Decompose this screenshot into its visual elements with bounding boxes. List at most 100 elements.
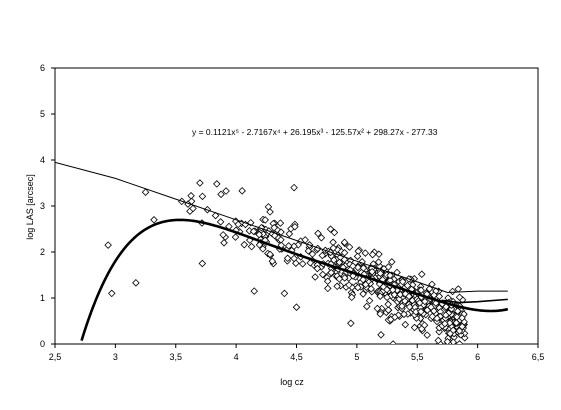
scatter-point bbox=[335, 275, 344, 283]
scatter-point bbox=[340, 274, 349, 282]
scatter-point bbox=[400, 310, 408, 319]
scatter-point bbox=[211, 211, 220, 220]
x-tick-label: 3,5 bbox=[169, 352, 182, 362]
y-tick-label: 4 bbox=[40, 155, 45, 165]
y-tick-label: 2 bbox=[40, 247, 45, 257]
scatter-point bbox=[398, 277, 407, 286]
scatter-point bbox=[376, 292, 384, 300]
scatter-point bbox=[388, 258, 396, 266]
scatter-point bbox=[290, 242, 298, 251]
y-tick-label: 6 bbox=[40, 63, 45, 73]
x-tick-label: 4,5 bbox=[290, 352, 303, 362]
scatter-point bbox=[280, 289, 289, 298]
scatter-point bbox=[401, 320, 410, 329]
scatter-point bbox=[417, 307, 425, 316]
y-tick-label: 1 bbox=[40, 293, 45, 303]
scatter-point bbox=[323, 277, 332, 285]
scatter-point bbox=[377, 331, 385, 339]
scatter-point bbox=[421, 297, 429, 306]
scatter-point bbox=[452, 319, 461, 327]
x-tick-label: 6 bbox=[475, 352, 480, 362]
scatter-point bbox=[448, 287, 457, 296]
scatter-point bbox=[398, 302, 406, 310]
scatter-point bbox=[376, 269, 385, 278]
y-axis-ticks: 0 1 2 3 4 5 6 bbox=[40, 63, 55, 349]
scatter-point bbox=[283, 254, 292, 263]
scatter-point bbox=[359, 290, 367, 298]
scatter-point bbox=[231, 233, 240, 241]
scatter-point bbox=[403, 281, 412, 290]
scatter-point bbox=[277, 236, 285, 244]
scatter-point bbox=[189, 204, 197, 213]
scatter-point bbox=[415, 299, 424, 307]
scatter-point bbox=[270, 223, 278, 232]
scatter-point bbox=[266, 250, 274, 259]
scatter-point bbox=[435, 327, 443, 336]
scatter-point bbox=[213, 180, 221, 188]
scatter-point bbox=[216, 218, 225, 226]
x-axis-ticks: 2,5 3 3,5 4 4,5 5 5,5 6 6,5 bbox=[49, 344, 545, 362]
scatter-point bbox=[368, 250, 377, 259]
scatter-point bbox=[292, 303, 301, 311]
scatter-point bbox=[141, 188, 150, 196]
y-tick-label: 3 bbox=[40, 201, 45, 211]
scatter-point bbox=[417, 286, 425, 294]
scatter-point bbox=[340, 238, 349, 247]
scatter-point bbox=[198, 259, 207, 268]
scatter-point bbox=[187, 191, 195, 200]
scatter-point bbox=[306, 259, 315, 267]
trend-lines bbox=[55, 161, 509, 341]
scatter-point bbox=[326, 225, 335, 233]
scatter-point bbox=[391, 313, 399, 321]
scatter-point bbox=[268, 257, 277, 265]
x-tick-label: 4 bbox=[234, 352, 239, 362]
scatter-point bbox=[418, 270, 426, 279]
scatter-point bbox=[384, 300, 392, 309]
scatter-point bbox=[433, 314, 441, 323]
scatter-point bbox=[363, 302, 371, 311]
scatter-point bbox=[441, 311, 450, 319]
scatter-point bbox=[222, 187, 230, 195]
scatter-point bbox=[290, 254, 298, 263]
scatter-point bbox=[441, 319, 449, 328]
scatter-point bbox=[383, 293, 391, 302]
scatter-point bbox=[220, 239, 228, 247]
scatter-point bbox=[335, 258, 344, 267]
scatter-point bbox=[317, 233, 326, 242]
scatter-point bbox=[443, 337, 452, 344]
y-tick-label: 5 bbox=[40, 109, 45, 119]
scatter-point bbox=[405, 292, 413, 301]
scatter-point bbox=[298, 260, 307, 268]
y-axis-title: log LAS [arcsec] bbox=[25, 174, 35, 240]
x-tick-label: 6,5 bbox=[532, 352, 545, 362]
scatter-point bbox=[261, 216, 270, 224]
scatter-point bbox=[401, 297, 409, 305]
scatter-point bbox=[150, 216, 158, 224]
scatter-point bbox=[410, 323, 419, 332]
scatter-point bbox=[304, 247, 313, 255]
scatter-point bbox=[284, 242, 293, 250]
scatter-point bbox=[389, 340, 397, 344]
y-tick-label: 0 bbox=[40, 339, 45, 349]
scatter-point bbox=[434, 336, 443, 344]
scatter-point bbox=[314, 229, 322, 238]
scatter-point bbox=[327, 268, 335, 277]
scatter-point bbox=[238, 187, 246, 195]
scatter-point bbox=[345, 243, 354, 251]
scatter-point bbox=[359, 275, 367, 284]
scatter-point bbox=[196, 179, 204, 187]
scatter-point bbox=[461, 334, 469, 342]
scatter-point bbox=[455, 327, 464, 335]
scatter-point bbox=[217, 190, 225, 199]
scatter-point bbox=[455, 340, 464, 344]
scatter-point bbox=[313, 264, 322, 273]
scatter-point bbox=[386, 271, 394, 280]
polynomial-fit-line bbox=[80, 218, 509, 341]
scatter-point bbox=[240, 240, 249, 249]
scatter-point bbox=[446, 329, 454, 338]
scatter-point bbox=[453, 307, 462, 315]
scatter-point bbox=[368, 267, 376, 276]
scatter-point bbox=[333, 282, 341, 291]
x-tick-label: 2,5 bbox=[49, 352, 62, 362]
scatter-point bbox=[455, 293, 464, 302]
